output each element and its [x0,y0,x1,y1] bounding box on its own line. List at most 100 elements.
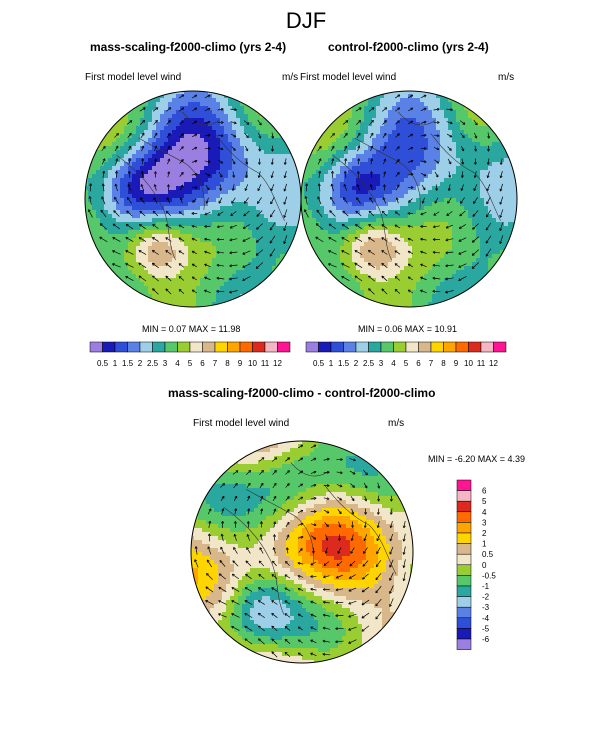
colorbar-swatch [456,490,472,502]
wind-vectors [194,444,406,658]
colorbar-swatch [227,341,241,353]
colorbar-tick-label: -0.5 [482,571,496,580]
colorbar-tick-label: 1 [482,540,487,549]
panel2-title: control-f2000-climo (yrs 2-4) [328,40,489,54]
panel2-minmax: MIN = 0.06 MAX = 10.91 [358,324,458,334]
diff-colorbar: 65 43 2 10.5 0-0.5 -1 -2-3 -4-5 -6 [456,479,496,650]
colorbar-swatch [456,617,472,629]
colorbar-tick-label: 10 [248,359,257,368]
colorbar-tick-label: 7 [213,359,218,368]
colorbar-tick-label: 12 [273,359,282,368]
colorbar-swatch [456,511,472,523]
colorbar-tick-label: 1 [113,359,118,368]
colorbar-swatch [405,341,419,353]
colorbar-tick-label: 5 [482,497,487,506]
colorbar-tick-label: 5 [188,359,193,368]
colorbar-tick-label: 2.5 [363,359,375,368]
colorbar-swatch [102,341,116,353]
colorbar-swatch [252,341,266,353]
colorbar-tick-label: 6 [416,359,421,368]
colorbar-tick-label: 10 [464,359,473,368]
colorbar-swatch [277,341,291,353]
colorbar-tick-label: 6 [200,359,205,368]
colorbar-tick-label: 5 [404,359,409,368]
colorbar-tick-label: -1 [482,582,490,591]
colorbar-tick-label: -6 [482,635,490,644]
colorbar-swatch [493,341,507,353]
colorbar-tick-label: 3 [163,359,168,368]
colorbar-swatch [368,341,382,353]
colorbar-swatch [355,341,369,353]
colorbar-swatch [318,341,332,353]
colorbar-tick-label: 0 [482,561,487,570]
colorbar-swatch [456,543,472,555]
colorbar-swatch [418,341,432,353]
colorbar-tick-label: 11 [477,359,486,368]
colorbar-tick-label: 9 [238,359,243,368]
colorbar-swatch [456,564,472,576]
colorbar-tick-label: -2 [482,593,490,602]
colorbar-swatch [456,479,472,491]
colorbar-swatch [456,575,472,587]
colorbar-swatch [456,606,472,619]
colorbar-tick-label: 2 [482,529,487,538]
colorbar-swatch [139,341,153,353]
colorbar-swatch [189,341,203,353]
colorbar-swatch [393,341,407,353]
colorbar-tick-label: -5 [482,624,490,633]
colorbar-swatch [343,341,357,353]
colorbar-tick-label: 3 [379,359,384,368]
panel2-variable-label: First model level wind [300,72,397,83]
map-boundary [190,440,414,664]
colorbar-swatch [239,341,253,353]
colorbar-swatch [456,628,472,640]
colorbar-tick-label: 1.5 [122,359,134,368]
panel2-units: m/s [498,72,515,83]
colorbar-swatch [430,341,444,353]
colorbar-swatch [480,341,494,353]
colorbar-swatch [114,341,128,353]
field-shading [85,91,301,307]
coastlines [223,462,397,615]
colorbar-swatch [305,341,319,353]
colorbar-swatch [455,341,469,353]
colorbar-tick-label: 1 [329,359,334,368]
colorbar-tick-label: 0.5 [97,359,109,368]
season-title: DJF [285,8,327,33]
colorbar-tick-label: 4 [482,508,487,517]
colorbar-swatch [443,341,457,353]
colorbar-tick-label: 11 [261,359,270,368]
colorbar-swatch [456,522,472,534]
coastlines [332,111,501,261]
panel1-units: m/s [282,72,299,83]
wind-vectors [88,94,288,295]
colorbar-swatch [214,341,228,353]
colorbar-tick-label: 1.5 [338,359,350,368]
colorbar-tick-label: 12 [489,359,498,368]
colorbar-swatch [152,341,166,353]
colorbar-tick-label: 7 [429,359,434,368]
colorbar-tick-label: 9 [454,359,459,368]
colorbar-tick-label: 2.5 [147,359,159,368]
colorbar-tick-label: 2 [138,359,143,368]
panel2-colorbar: 0.5 1 1.5 2 2.5 3 4 5 6 7 8 9 10 11 12 [305,341,507,368]
map-boundary [300,90,518,308]
colorbar-tick-label: 4 [391,359,396,368]
colorbar-swatch [456,585,472,597]
colorbar-swatch [456,638,472,650]
diff-panel-units: m/s [388,418,405,429]
panel1-polar-map [84,90,302,308]
diff-panel-title: mass-scaling-f2000-climo - control-f2000… [168,386,436,400]
colorbar-tick-label: 2 [354,359,359,368]
wind-vectors [304,94,504,295]
diff-panel-minmax: MIN = -6.20 MAX = 4.39 [428,454,526,464]
colorbar-swatch [264,341,278,353]
diff-panel-variable-label: First model level wind [193,418,290,429]
colorbar-swatch [89,341,103,353]
colorbar-swatch [127,341,141,353]
coastlines [116,111,285,261]
colorbar-swatch [456,532,472,544]
panel2-polar-map [300,90,518,308]
colorbar-tick-label: 0.5 [482,550,494,559]
colorbar-swatch [456,500,472,513]
